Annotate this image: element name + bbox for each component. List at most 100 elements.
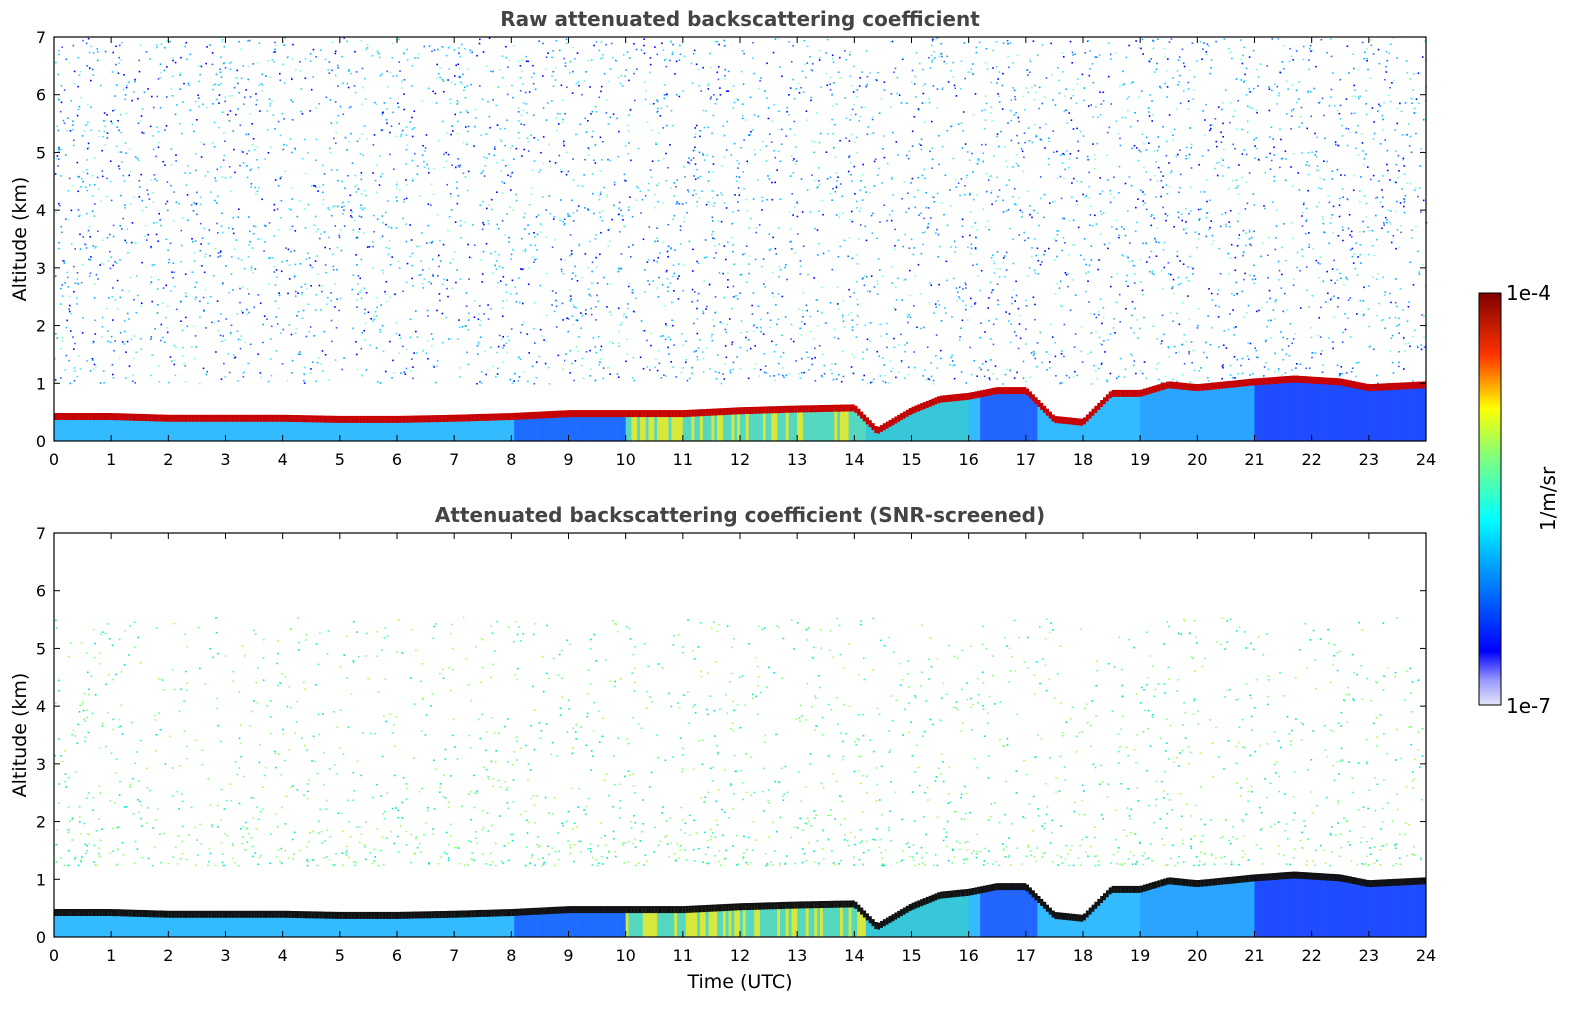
noise-pixel [959,336,961,338]
noise-pixel [1419,72,1421,75]
noise-pixel [1205,235,1208,238]
noise-pixel [607,245,610,247]
noise-pixel [996,135,998,138]
noise-pixel [1183,362,1186,365]
noise-pixel [1014,95,1016,98]
noise-pixel [304,172,307,175]
noise-pixel [1193,76,1196,78]
noise-pixel [54,173,57,175]
noise-pixel [750,130,752,133]
noise-pixel [994,365,997,367]
noise-pixel [523,216,525,219]
noise-pixel [563,218,566,221]
noise-pixel [1274,248,1277,251]
noise-pixel [990,106,993,108]
noise-pixel [363,339,366,341]
noise-pixel [1092,81,1095,84]
noise-pixel [646,261,649,263]
noise-pixel [414,57,416,59]
noise-pixel [927,207,930,209]
noise-pixel [954,251,956,253]
noise-pixel [759,318,762,321]
noise-pixel [798,308,800,310]
noise-pixel [1001,108,1004,110]
noise-pixel [1383,224,1385,226]
noise-pixel [343,209,345,211]
noise-pixel [501,55,504,57]
noise-pixel [1266,65,1268,67]
noise-pixel [632,292,635,294]
noise-pixel [634,297,637,300]
noise-pixel [1140,90,1143,92]
noise-pixel [1327,292,1329,295]
noise-pixel [1059,382,1062,385]
noise-pixel [1151,100,1153,102]
noise-pixel [707,84,709,86]
noise-pixel [1353,84,1355,87]
noise-pixel [466,351,468,354]
noise-pixel [727,241,729,244]
noise-pixel [715,311,718,313]
noise-pixel [928,56,930,59]
noise-pixel [57,158,60,161]
noise-pixel [272,51,275,54]
noise-pixel [507,174,509,177]
noise-pixel [764,90,766,92]
noise-pixel [1417,250,1419,253]
noise-pixel [1035,135,1037,138]
noise-pixel [941,88,943,91]
noise-pixel [609,240,611,242]
noise-pixel [238,208,240,210]
noise-pixel [670,40,672,43]
noise-pixel [1076,204,1078,206]
noise-pixel [72,144,75,147]
noise-pixel [1081,361,1084,363]
noise-pixel [479,305,481,307]
noise-pixel [853,165,856,168]
noise-pixel [416,352,418,354]
noise-pixel [160,224,162,227]
noise-pixel [1222,122,1224,125]
noise-pixel [587,120,589,122]
noise-pixel [1341,124,1343,127]
noise-pixel [693,322,695,325]
noise-pixel [914,206,917,209]
noise-pixel [384,211,387,214]
noise-pixel [57,146,60,149]
noise-pixel [1098,54,1101,56]
noise-pixel [534,342,536,344]
noise-pixel [670,361,672,363]
noise-pixel [569,295,572,297]
noise-pixel [1222,102,1224,104]
noise-pixel [1299,269,1301,272]
noise-pixel [1408,123,1410,125]
noise-pixel [1292,284,1295,286]
noise-pixel [341,368,343,371]
noise-pixel [71,185,74,187]
noise-pixel [93,157,96,159]
noise-pixel [1022,95,1025,98]
noise-pixel [582,314,584,316]
noise-pixel [537,214,540,216]
noise-pixel [542,196,544,198]
noise-pixel [856,323,858,326]
noise-pixel [587,60,590,62]
noise-pixel [1140,189,1142,192]
noise-pixel [416,165,419,167]
noise-pixel [1319,263,1321,265]
noise-pixel [1181,219,1183,222]
noise-pixel [68,308,70,310]
noise-pixel [140,173,142,176]
noise-pixel [1367,166,1369,168]
noise-pixel [274,179,277,181]
noise-pixel [527,283,530,286]
noise-pixel [673,214,676,217]
noise-pixel [627,153,629,155]
noise-pixel [296,315,298,317]
noise-pixel [837,256,840,258]
noise-pixel [56,337,59,339]
noise-pixel [655,142,657,144]
noise-pixel [792,159,794,162]
noise-pixel [970,71,973,74]
noise-pixel [1177,153,1179,156]
